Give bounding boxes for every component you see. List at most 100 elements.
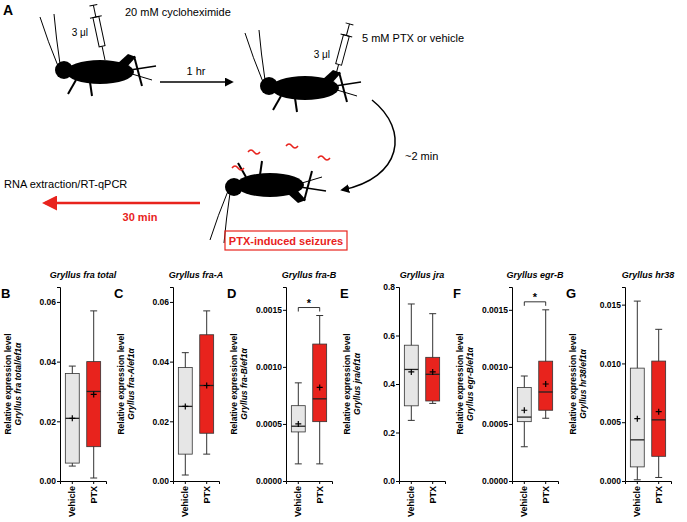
y-tick: 0.005 <box>600 417 625 427</box>
median <box>539 391 553 392</box>
y-tick: 0.010 <box>600 359 625 369</box>
y-axis-line <box>509 288 513 482</box>
x-tick-mark <box>93 481 94 484</box>
y-axis-title: Relative expression level <box>455 333 465 434</box>
y-axis-title: Relative expression level <box>116 333 126 434</box>
y-axis-title: Gryllus fra total/ef1α <box>13 342 23 425</box>
box <box>313 316 327 464</box>
whisker-cap <box>542 309 549 310</box>
y-axis: 0.00.20.40.60.8 <box>383 282 399 486</box>
x-tick-mark <box>658 481 659 484</box>
whisker-cap <box>634 301 641 302</box>
y-tick-mark <box>170 302 173 303</box>
y-tick-mark <box>396 481 399 482</box>
x-tick-label: Vehicle <box>293 486 303 517</box>
y-tick-mark <box>509 424 512 425</box>
y-tick-mark <box>509 310 512 311</box>
y-tick-label: 0.0010 <box>482 362 508 372</box>
seizure-label: PTX-induced seizures <box>229 235 343 247</box>
cricket-head <box>260 77 278 95</box>
box <box>87 311 101 478</box>
y-tick-label: 0.0010 <box>256 362 282 372</box>
panel-letter: D <box>227 286 236 301</box>
seizure-wiggle <box>232 166 244 170</box>
figure: A20 mM cycloheximide3 μl5 mM PTX or vehi… <box>0 0 687 522</box>
y-axis-title: Gryllus jra/ef1α <box>352 352 362 415</box>
box-body <box>426 357 440 401</box>
x-axis: Vehicle PTX <box>626 481 672 517</box>
cricket-hind-tibia <box>134 56 142 86</box>
x-tick: Vehicle <box>519 481 529 517</box>
x-tick-mark <box>319 481 320 484</box>
x-tick: Vehicle <box>632 481 642 517</box>
mean-marker <box>317 384 323 390</box>
y-tick: 0.0010 <box>256 362 286 372</box>
x-tick: PTX <box>541 481 551 504</box>
x-tick-label: PTX <box>654 486 664 504</box>
x-tick-label: PTX <box>89 486 99 504</box>
whisker-cap <box>182 475 189 476</box>
whisker-cap <box>542 418 549 419</box>
y-tick: 0.06 <box>39 297 60 307</box>
box-body <box>87 362 101 447</box>
y-tick: 0.6 <box>383 331 399 341</box>
syringe-needle <box>335 64 339 78</box>
significance-label: * <box>533 291 538 303</box>
cricket-cercus <box>302 177 322 183</box>
y-axis-line <box>57 288 61 482</box>
y-tick: 0.0005 <box>256 419 286 429</box>
median <box>630 439 644 440</box>
y-tick-label: 0.02 <box>152 417 169 427</box>
y-axis-line <box>622 288 626 482</box>
chart-title: Gryllus fra-A <box>169 270 224 280</box>
y-tick: 0.0000 <box>482 476 512 486</box>
x-tick: Vehicle <box>406 481 416 517</box>
y-tick-mark <box>622 481 625 482</box>
box <box>178 353 192 475</box>
y-tick-label: 0.04 <box>39 357 56 367</box>
y-tick-mark <box>57 362 60 363</box>
arrow-label: 1 hr <box>187 65 206 77</box>
seizure-wiggle <box>318 156 330 160</box>
whisker-cap <box>69 466 76 467</box>
y-axis: 0.00000.00050.00100.0015 <box>482 288 513 487</box>
syringe-barrel <box>336 35 350 66</box>
y-axis-title: Relative expression level <box>342 333 352 434</box>
cricket-ovipositor <box>130 66 156 70</box>
x-axis-line <box>174 482 220 485</box>
panel-letter: F <box>453 286 461 301</box>
y-tick: 0.000 <box>600 476 625 486</box>
y-tick: 0.0015 <box>256 305 286 315</box>
x-tick-label: Vehicle <box>519 486 529 517</box>
box-body <box>178 368 192 455</box>
y-tick: 0.04 <box>152 357 173 367</box>
y-axis-title: Gryllus fra-B/ef1α <box>239 348 249 420</box>
x-tick: PTX <box>654 481 664 504</box>
y-tick-mark <box>396 433 399 434</box>
cricket-ovipositor <box>300 187 326 191</box>
x-tick-label: PTX <box>202 486 212 504</box>
cricket-ovipositor <box>335 82 361 86</box>
x-tick-label: PTX <box>315 486 325 504</box>
box <box>65 366 79 466</box>
syringe <box>87 4 110 61</box>
whisker-cap <box>316 315 323 316</box>
y-tick: 0.0 <box>383 476 399 486</box>
cricket <box>40 14 156 96</box>
median <box>313 398 327 399</box>
syringe-cap <box>89 4 97 6</box>
whisker-cap <box>203 454 210 455</box>
whisker-cap <box>90 310 97 311</box>
whisker-cap <box>90 478 97 479</box>
chart-title: Gryllus jra <box>400 270 445 280</box>
y-tick-mark <box>396 287 399 288</box>
y-tick-mark <box>170 481 173 482</box>
y-tick-label: 0.0000 <box>482 476 508 486</box>
arrow <box>160 81 232 83</box>
cricket-cercus <box>337 90 357 96</box>
y-tick-mark <box>170 421 173 422</box>
y-tick-label: 0.00 <box>39 476 56 486</box>
y-axis-line <box>283 288 287 482</box>
significance-label: * <box>307 297 312 309</box>
x-tick-label: Vehicle <box>67 486 77 517</box>
